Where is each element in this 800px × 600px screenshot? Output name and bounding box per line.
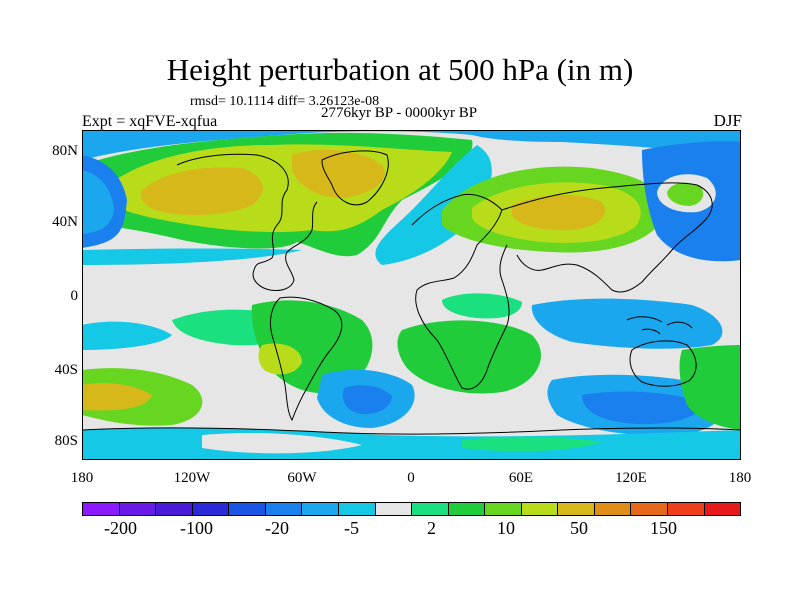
colorbar-swatch (521, 503, 559, 515)
coastline-europe-africa (411, 193, 510, 390)
x-tick-0: 0 (407, 470, 415, 486)
rmsd-diff-stats: rmsd= 10.1114 diff= 3.26123e-08 (190, 94, 380, 109)
y-tick-40s: 40S (54, 362, 78, 378)
southern-ocean-blue-deep (342, 385, 392, 415)
eurasia-core (512, 194, 606, 231)
colorbar-swatch (229, 503, 266, 515)
south-atlantic-positive (397, 320, 541, 394)
southeast-pacific-green (679, 345, 741, 430)
atlantic-negative-band (375, 145, 492, 265)
coastline-antarctica (82, 427, 741, 435)
experiment-label: Expt = xqFVE-xqfua (82, 113, 218, 130)
colorbar-swatch (704, 503, 741, 515)
coastline-indonesia (626, 316, 693, 335)
coastline-asia (501, 182, 713, 293)
colorbar-swatch (448, 503, 486, 515)
y-tick-40n: 40N (52, 214, 78, 230)
colorbar-label: -20 (265, 518, 289, 538)
colorbar-label: 150 (650, 518, 677, 538)
coastline-australia (629, 340, 697, 387)
x-tick-60w: 60W (287, 470, 317, 486)
colorbar-swatch (83, 503, 120, 515)
colorbar-swatch (594, 503, 632, 515)
colorbar-swatch (265, 503, 303, 515)
colorbar-label: -100 (180, 518, 213, 538)
y-tick-80s: 80S (54, 433, 78, 449)
indian-ocean-blue (531, 298, 723, 349)
colorbar-label: 2 (427, 518, 436, 538)
x-tick-180-west: 180 (70, 470, 94, 486)
coastline-south-america (269, 296, 343, 422)
southern-pacific-core (82, 383, 152, 411)
colorbar-label: -5 (344, 518, 359, 538)
colorbar-label: 50 (570, 518, 588, 538)
y-tick-80n: 80N (52, 143, 78, 159)
x-tick-60e: 60E (508, 470, 534, 486)
colorbar-swatch (192, 503, 230, 515)
coastline-north-america (176, 153, 318, 291)
colorbar-swatch (338, 503, 376, 515)
height-perturbation-map (82, 130, 741, 460)
colorbar-swatch (668, 503, 705, 515)
africa-green-band (442, 293, 522, 319)
southwest-pacific-blue (82, 321, 172, 350)
kamchatka-core (667, 182, 704, 206)
colorbar-swatch (631, 503, 668, 515)
north-pacific-blue-band (82, 248, 302, 265)
x-tick-120e: 120E (615, 470, 647, 486)
time-period-label: 2776kyr BP - 0000kyr BP (321, 105, 478, 121)
plot-title: Height perturbation at 500 hPa (in m) (166, 52, 634, 87)
colorbar-swatch (119, 503, 157, 515)
colorbar-swatch (485, 503, 522, 515)
x-tick-180-east: 180 (728, 470, 752, 486)
colorbar-label: -200 (104, 518, 137, 538)
arctic-negative-region (82, 130, 741, 160)
x-tick-120w: 120W (173, 470, 211, 486)
antarctic-neutral-patch (202, 433, 362, 454)
northwest-pacific-light (82, 170, 114, 234)
colorbar-label: 10 (497, 518, 515, 538)
y-tick-0: 0 (70, 288, 79, 304)
antarctic-green-patch (462, 436, 602, 452)
season-label: DJF (713, 111, 742, 130)
colorbar (82, 502, 741, 516)
colorbar-swatch (375, 503, 413, 515)
southern-indian-deep (582, 391, 702, 425)
colorbar-swatch (302, 503, 339, 515)
colorbar-swatch (412, 503, 449, 515)
north-atlantic-core (140, 167, 263, 216)
coastline-greenland (321, 150, 389, 206)
greenland-core (292, 149, 385, 198)
south-america-core (258, 343, 302, 375)
colorbar-swatch (558, 503, 595, 515)
colorbar-swatch (156, 503, 193, 515)
